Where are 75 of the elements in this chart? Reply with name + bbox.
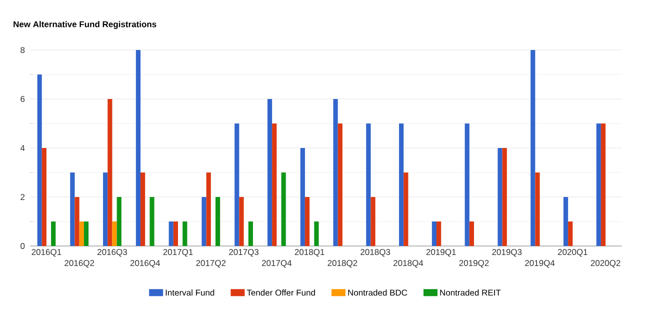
bar — [314, 222, 319, 246]
bar — [84, 222, 89, 246]
bar — [248, 222, 253, 246]
bar — [70, 172, 75, 246]
bar — [215, 197, 220, 246]
bar — [464, 124, 470, 246]
bar — [239, 197, 244, 246]
bar — [338, 124, 342, 246]
bar — [535, 172, 540, 246]
bar — [37, 74, 42, 246]
bar — [304, 197, 310, 246]
bar — [469, 222, 474, 246]
bar — [267, 99, 272, 246]
bar — [234, 124, 240, 246]
x-tick-label: 2017Q1 — [163, 249, 193, 257]
bar — [74, 197, 80, 246]
bar — [140, 172, 146, 246]
y-tick-label: 8 — [20, 47, 25, 54]
bar — [112, 222, 117, 246]
bar — [51, 222, 56, 246]
y-tick-label: 4 — [20, 145, 25, 151]
x-tick-label: 2020Q2 — [590, 260, 620, 268]
x-tick-label: 2018Q1 — [294, 249, 324, 257]
bar — [399, 124, 404, 246]
bar — [366, 124, 371, 246]
x-tick-label: 2019Q1 — [426, 249, 456, 257]
legend-label: Interval Fund — [166, 289, 214, 296]
legend-label: Nontraded BDC — [348, 289, 408, 296]
x-tick-label: 2020Q1 — [558, 249, 588, 257]
x-tick-label: 2019Q3 — [492, 249, 522, 257]
y-tick-label: 6 — [20, 96, 25, 102]
bar — [436, 222, 442, 246]
bar — [272, 124, 277, 246]
x-tick-label: 2018Q4 — [394, 260, 424, 268]
bar — [136, 50, 141, 246]
bar — [150, 197, 154, 246]
bar — [206, 172, 211, 246]
bar — [202, 197, 206, 246]
x-tick-label: 2018Q3 — [360, 249, 390, 257]
x-tick-label: 2016Q4 — [130, 260, 160, 268]
y-tick-label: 2 — [20, 194, 25, 200]
bar — [498, 148, 502, 246]
x-tick-label: 2017Q4 — [262, 260, 292, 268]
bar — [600, 124, 606, 246]
bar — [168, 222, 174, 246]
x-tick-label: 2017Q2 — [196, 260, 226, 268]
legend-label: Nontraded REIT — [440, 289, 501, 296]
chart-title: New Alternative Fund Registrations — [14, 21, 156, 29]
bar — [182, 222, 188, 246]
bar — [281, 172, 286, 246]
bar — [502, 148, 507, 246]
bar — [42, 148, 46, 246]
x-tick-label: 2019Q4 — [525, 260, 555, 268]
bar — [300, 148, 305, 246]
x-tick-label: 2019Q2 — [459, 260, 489, 268]
bar — [108, 99, 112, 246]
bar — [333, 99, 338, 246]
x-tick-label: 2016Q1 — [32, 249, 62, 257]
bar — [432, 222, 437, 246]
x-tick-label: 2016Q3 — [98, 249, 127, 257]
bar — [530, 50, 536, 246]
bar — [404, 172, 408, 246]
bar — [173, 222, 178, 246]
legend-label: Tender Offer Fund — [246, 289, 315, 296]
x-tick-label: 2018Q2 — [328, 260, 358, 268]
y-tick-label: 0 — [20, 243, 25, 250]
bar — [568, 222, 573, 246]
bar — [116, 197, 122, 246]
bar — [103, 172, 108, 246]
bar — [370, 197, 376, 246]
bar — [596, 124, 601, 246]
x-tick-label: 2016Q2 — [64, 260, 94, 268]
x-tick-label: 2017Q3 — [229, 249, 259, 257]
bar — [79, 222, 84, 246]
bar — [563, 197, 568, 246]
